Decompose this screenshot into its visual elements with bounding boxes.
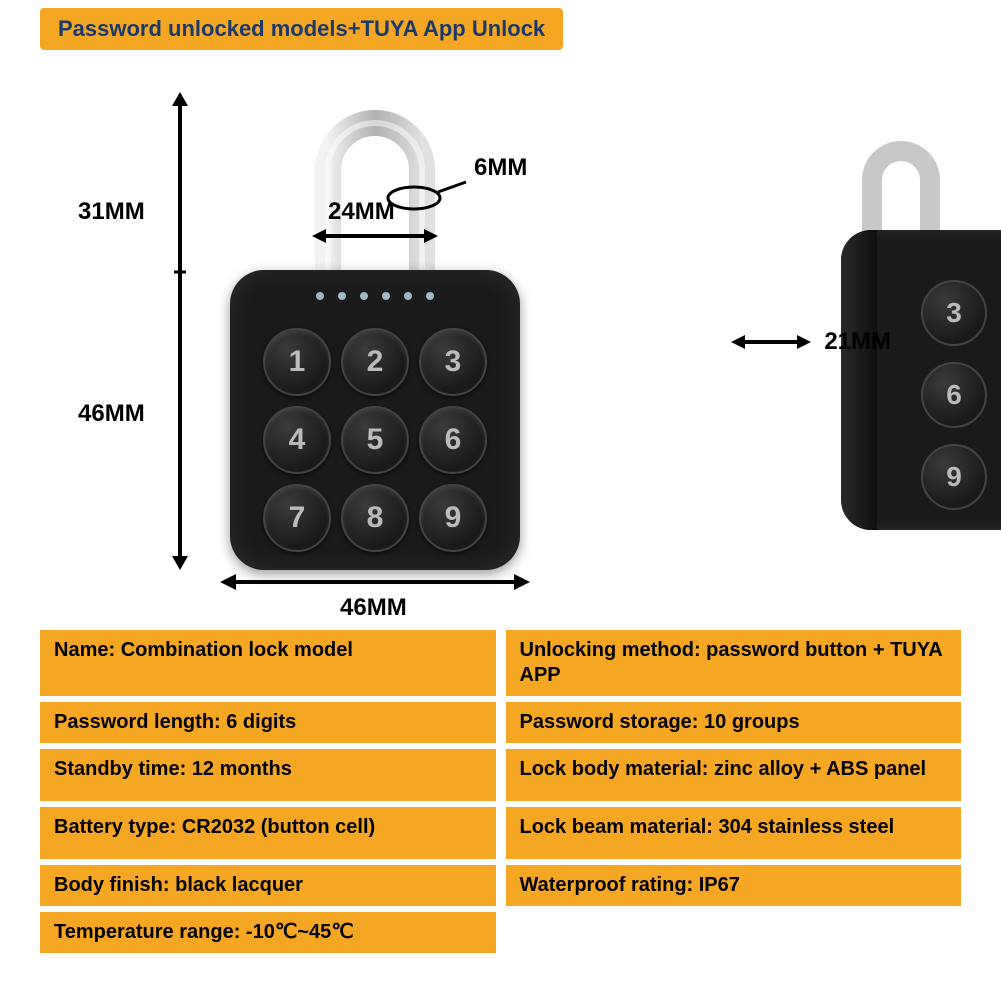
led-dot — [426, 292, 434, 300]
led-dot — [360, 292, 368, 300]
spec-text: Password storage: 10 groups — [520, 710, 800, 735]
spec-text: Temperature range: -10℃~45℃ — [54, 920, 354, 945]
lock-body: 1 2 3 4 5 6 7 8 9 — [230, 270, 520, 570]
spec-table: Name: Combination lock model Unlocking m… — [40, 630, 961, 953]
key-4[interactable]: 4 — [263, 406, 331, 474]
spec-text: Battery type: CR2032 (button cell) — [54, 815, 375, 840]
side-lock-body: 3 6 9 — [841, 230, 1001, 530]
key-9[interactable]: 9 — [419, 484, 487, 552]
led-dot — [316, 292, 324, 300]
spec-waterproof: Waterproof rating: IP67 — [506, 865, 962, 906]
key-1[interactable]: 1 — [263, 328, 331, 396]
key-5[interactable]: 5 — [341, 406, 409, 474]
dim-shackle-thickness: 6MM — [474, 154, 527, 182]
side-key-3: 3 — [921, 280, 987, 346]
led-strip — [316, 292, 434, 300]
padlock-front-view: 6MM 24MM 1 2 3 4 5 6 — [230, 90, 520, 570]
spec-text: Name: Combination lock model — [54, 638, 353, 663]
led-dot — [338, 292, 346, 300]
dim-inner-width: 24MM — [328, 198, 395, 226]
header-title: Password unlocked models+TUYA App Unlock — [58, 16, 545, 41]
key-7[interactable]: 7 — [263, 484, 331, 552]
spec-body-material: Lock body material: zinc alloy + ABS pan… — [506, 749, 962, 801]
spec-text: Lock body material: zinc alloy + ABS pan… — [520, 757, 927, 782]
spec-name: Name: Combination lock model — [40, 630, 496, 696]
side-key-9: 9 — [921, 444, 987, 510]
dim-body-depth: 21MM — [824, 328, 891, 356]
padlock-side-view: 3 6 9 — [781, 190, 1001, 530]
spec-text: Waterproof rating: IP67 — [520, 873, 740, 898]
spec-temperature: Temperature range: -10℃~45℃ — [40, 912, 496, 953]
spec-text: Standby time: 12 months — [54, 757, 292, 782]
spec-battery: Battery type: CR2032 (button cell) — [40, 807, 496, 859]
dim-body-height: 46MM — [78, 400, 145, 428]
key-2[interactable]: 2 — [341, 328, 409, 396]
dim-body-width: 46MM — [340, 594, 407, 622]
key-3[interactable]: 3 — [419, 328, 487, 396]
keypad: 1 2 3 4 5 6 7 8 9 — [263, 328, 487, 552]
side-key-6: 6 — [921, 362, 987, 428]
led-dot — [404, 292, 412, 300]
spec-password-storage: Password storage: 10 groups — [506, 702, 962, 743]
header-bar: Password unlocked models+TUYA App Unlock — [40, 8, 563, 50]
spec-beam-material: Lock beam material: 304 stainless steel — [506, 807, 962, 859]
spec-standby: Standby time: 12 months — [40, 749, 496, 801]
spec-unlocking: Unlocking method: password button + TUYA… — [506, 630, 962, 696]
spec-body-finish: Body finish: black lacquer — [40, 865, 496, 906]
spec-text: Unlocking method: password button + TUYA… — [520, 638, 948, 688]
inner-width-arrow — [312, 226, 438, 246]
depth-arrow — [731, 332, 811, 352]
dim-shackle-height: 31MM — [78, 198, 145, 226]
spec-text: Lock beam material: 304 stainless steel — [520, 815, 895, 840]
vertical-total-arrow — [170, 92, 190, 570]
diagram-area: 31MM 46MM 6MM 24MM — [0, 60, 1001, 630]
side-keypad: 3 6 9 — [921, 280, 987, 510]
spec-text: Password length: 6 digits — [54, 710, 296, 735]
spec-text: Body finish: black lacquer — [54, 873, 303, 898]
key-6[interactable]: 6 — [419, 406, 487, 474]
key-8[interactable]: 8 — [341, 484, 409, 552]
body-width-arrow — [220, 572, 530, 592]
led-dot — [382, 292, 390, 300]
spec-password-length: Password length: 6 digits — [40, 702, 496, 743]
